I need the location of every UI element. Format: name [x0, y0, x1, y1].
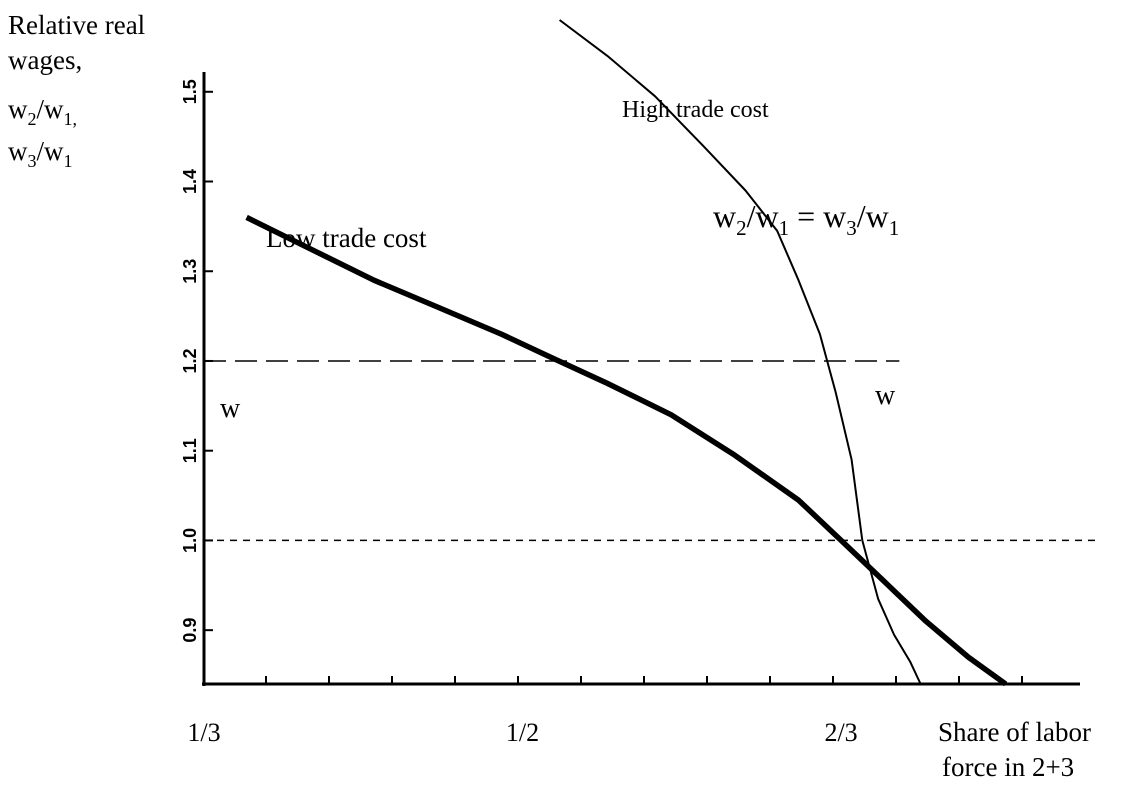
y-axis-label-line-2: wages, — [8, 45, 82, 75]
y-tick-label: 1.5 — [180, 79, 200, 104]
annotation-equality: w2/w1 = w3/w1 — [713, 198, 899, 240]
x-axis-tick-labels: 1/3 1/2 2/3 — [187, 718, 857, 747]
reference-label-w-left: w — [220, 393, 241, 424]
annotation-low-trade-cost: Low trade cost — [266, 223, 427, 253]
x-axis-label-line-1: Share of labor — [938, 717, 1091, 747]
series-line-low-trade-cost — [245, 214, 1008, 687]
y-axis-label-fraction-1: w2/w1, — [8, 94, 77, 129]
y-tick-label: 1.1 — [180, 438, 200, 463]
x-axis-ticks — [265, 676, 1023, 684]
y-tick-label: 1.4 — [180, 169, 200, 194]
x-axis-label-line-2: force in 2+3 — [942, 752, 1074, 782]
x-tick-label: 1/3 — [187, 718, 220, 747]
y-tick-label: 1.0 — [180, 528, 200, 553]
y-tick-label: 1.2 — [180, 348, 200, 373]
y-axis-label: Relative real wages, w2/w1, w3/w1 — [8, 10, 145, 171]
x-tick-label: 1/2 — [506, 718, 539, 747]
x-tick-label: 2/3 — [824, 718, 857, 747]
annotation-high-trade-cost: High trade cost — [622, 97, 769, 123]
y-axis-label-line-1: Relative real — [8, 10, 145, 40]
y-tick-label: 1.3 — [180, 259, 200, 284]
y-tick-label: 0.9 — [180, 618, 200, 643]
y-axis-label-fraction-2: w3/w1 — [8, 136, 73, 171]
y-axis-tick-labels: 0.9 1.0 1.1 1.2 1.3 1.4 1.5 — [180, 79, 200, 642]
reference-label-w-right: w — [875, 380, 896, 411]
series-line-high-trade-cost — [558, 19, 922, 685]
